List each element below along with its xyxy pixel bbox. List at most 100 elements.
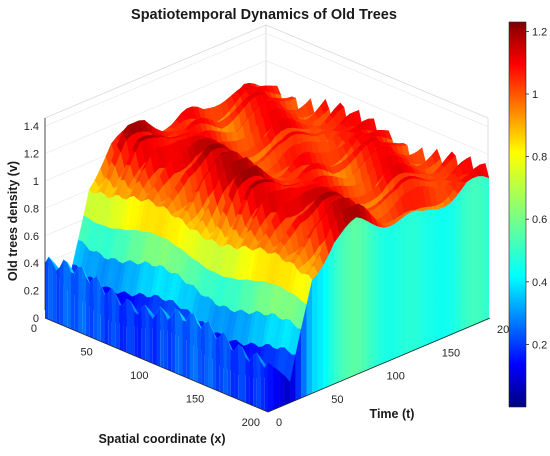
- surface-front-face: [145, 304, 150, 362]
- x-tick-label: 150: [186, 394, 204, 406]
- surface-front-face: [201, 323, 205, 386]
- surface-side-face: [356, 217, 363, 376]
- surface-side-face: [450, 196, 456, 336]
- surface-front-face: [137, 307, 142, 359]
- surface-front-face: [215, 336, 220, 392]
- surface-front-face: [74, 266, 79, 333]
- surface-side-face: [461, 181, 468, 331]
- z-tick-label: 0.6: [24, 231, 39, 243]
- z-grid-line: [44, 60, 490, 155]
- surface-front-face: [234, 344, 239, 400]
- surface-front-face: [186, 313, 190, 380]
- surface-side-face: [367, 221, 374, 371]
- surface-side-face: [372, 224, 379, 369]
- surface: [44, 82, 490, 413]
- chart-title: Spatiotemporal Dynamics of Old Trees: [131, 7, 397, 23]
- x-tick-label: 50: [81, 347, 93, 359]
- z-tick-label: 0: [33, 313, 39, 325]
- surface-side-face: [378, 226, 385, 366]
- y-axis-label: Time (t): [370, 407, 415, 421]
- surface-front-face: [141, 304, 146, 361]
- surface-front-face: [197, 323, 202, 384]
- surface-front-face: [264, 362, 268, 412]
- surface-front-face: [48, 256, 53, 322]
- surface-front-face: [119, 305, 124, 351]
- surface-front-face: [115, 294, 120, 350]
- surface-side-face: [477, 176, 484, 324]
- surface-front-face: [249, 355, 254, 406]
- z-tick-label: 0.8: [24, 203, 39, 215]
- surface-front-face: [253, 352, 257, 408]
- x-tick-label: 200: [242, 417, 260, 429]
- surface-side-face: [350, 217, 357, 378]
- surface-front-face: [175, 308, 179, 375]
- surface-front-face: [56, 267, 60, 325]
- x-tick-labels: 0 50 100 150 200: [31, 323, 260, 429]
- surface-side-face: [455, 189, 462, 334]
- surface-front-face: [163, 312, 168, 370]
- surface-side-face: [345, 221, 352, 380]
- colorbar-tick-label: 0.2: [532, 339, 547, 351]
- surface-side-face: [411, 210, 418, 352]
- surface-front-face: [212, 329, 216, 391]
- surface-front-face: [85, 277, 90, 337]
- surface-front-face: [204, 320, 209, 387]
- surface-front-face: [208, 320, 213, 389]
- surface-front-face: [111, 287, 116, 348]
- surface-side-face: [339, 227, 346, 383]
- surface-front-face: [82, 266, 86, 336]
- surface-side-face: [312, 273, 318, 394]
- surface-front-face: [52, 262, 57, 323]
- colorbar-tick-label: 0.4: [532, 277, 547, 289]
- colorbar-tick-label: 0.6: [532, 214, 547, 226]
- colorbar-tick-label: 1.2: [532, 26, 547, 38]
- x-axis-line: [44, 317, 269, 413]
- surface-front-face: [223, 332, 228, 395]
- surface-front-face: [193, 313, 198, 383]
- surface-side-face: [361, 218, 368, 373]
- surface-front-face: [241, 346, 246, 403]
- surface-front-face: [230, 349, 235, 398]
- surface-side-face: [383, 226, 390, 364]
- surface-front-face: [100, 285, 105, 344]
- surface-side-face: [439, 206, 445, 341]
- y-axis-line: [267, 317, 491, 413]
- surface-side-face: [334, 234, 340, 385]
- surface-front-face: [260, 361, 265, 411]
- surface-side-face: [328, 242, 335, 387]
- surface-front-face: [93, 275, 98, 340]
- surface-side-face: [417, 210, 423, 350]
- surface-front-face: [63, 259, 68, 328]
- surface-side-face: [389, 223, 396, 362]
- surface-side-face: [278, 370, 285, 408]
- surface-front-face: [156, 306, 161, 367]
- z-tick-label: 1: [33, 176, 39, 188]
- colorbar: 0.2 0.4 0.6 0.8 1 1.2: [508, 21, 547, 408]
- y-tick-label: 50: [331, 394, 343, 406]
- z-axis-label: Old trees density (v): [6, 161, 20, 281]
- surface-front-face: [78, 266, 83, 334]
- surface-front-face: [123, 299, 127, 353]
- surface-side-face: [466, 178, 473, 329]
- surface-front-face: [219, 332, 224, 394]
- surface-side-face: [317, 264, 324, 392]
- surface-front-face: [104, 292, 109, 345]
- surface-side-face: [472, 176, 479, 327]
- surface-side-face: [400, 214, 407, 357]
- surface-side-face: [483, 176, 490, 322]
- surface-front-face: [171, 308, 176, 373]
- colorbar-tick-label: 1: [532, 89, 538, 101]
- surface-front-face: [227, 338, 231, 397]
- surface-front-face: [182, 320, 187, 378]
- z-grid-line: [44, 32, 490, 128]
- surface-front-face: [71, 272, 75, 331]
- surface-side-face: [323, 255, 329, 389]
- z-tick-label: 1.4: [24, 121, 39, 133]
- axis-lines: [44, 118, 491, 413]
- surface-front-face: [238, 344, 242, 402]
- x-tick-label: 0: [31, 323, 37, 335]
- surface-side-face: [433, 208, 440, 343]
- surface-front-face: [59, 259, 64, 326]
